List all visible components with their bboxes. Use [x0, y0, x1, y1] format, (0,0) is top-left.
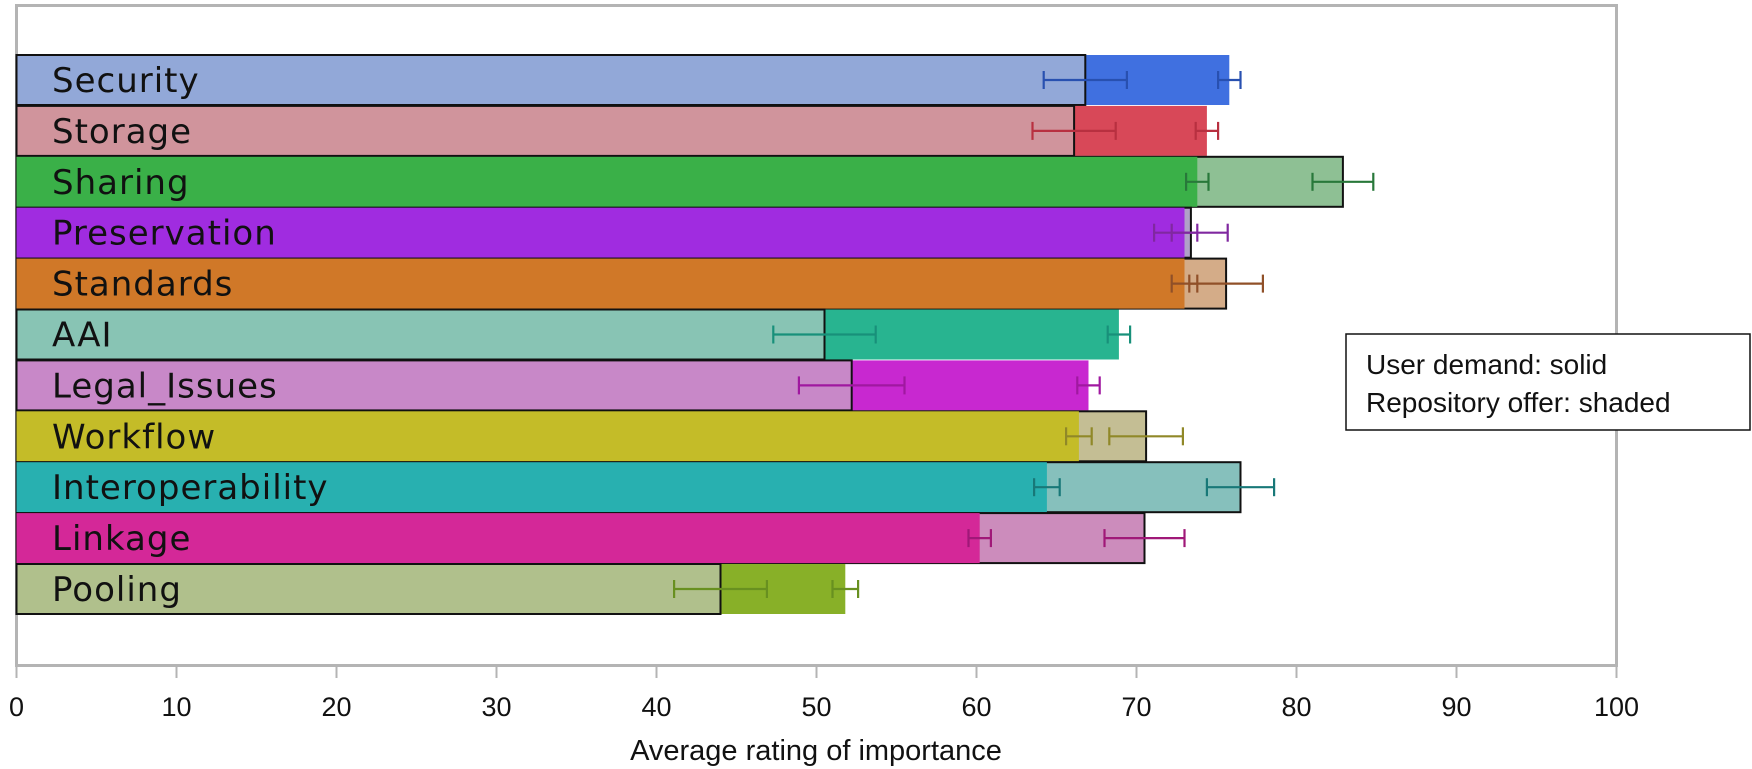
x-tick-label: 40 [641, 692, 671, 722]
error-bar-repository-offer-security [1042, 71, 1129, 89]
bar-user-demand-sharing [16, 156, 1198, 207]
x-axis-title: Average rating of importance [630, 735, 1002, 767]
error-bar-repository-offer-standards [1188, 274, 1265, 293]
bar-user-demand-interoperability [16, 462, 1047, 513]
error-bar-repository-offer-storage [1031, 121, 1117, 140]
x-tick-label: 0 [9, 692, 24, 722]
category-label-security: Security [52, 61, 200, 101]
error-bars-layer [672, 71, 1375, 598]
error-bar-repository-offer-linkage [1103, 529, 1186, 548]
bar-user-demand-standards [16, 258, 1185, 309]
x-tick-label: 20 [321, 692, 351, 722]
x-tick-label: 100 [1594, 692, 1639, 722]
category-label-standards: Standards [52, 265, 233, 305]
legend-line-shaded: Repository offer: shaded [1366, 387, 1671, 418]
x-axis: 0 10 20 30 40 50 60 70 80 90 100 [9, 664, 1639, 722]
category-label-legal-issues: Legal_Issues [52, 366, 278, 406]
x-tick-label: 10 [161, 692, 191, 722]
error-bar-repository-offer-aai [772, 325, 877, 344]
error-bar-repository-offer-legal-issues [797, 376, 906, 395]
category-label-storage: Storage [52, 112, 192, 152]
error-bar-repository-offer-preservation [1152, 223, 1229, 242]
bar-repository-offer-aai [15, 308, 826, 361]
category-label-workflow: Workflow [52, 417, 216, 457]
error-bar-user-demand-linkage [967, 529, 993, 548]
bar-user-demand-workflow [16, 411, 1079, 462]
category-label-aai: AAI [52, 316, 113, 356]
x-tick-label: 60 [961, 692, 991, 722]
bar-repository-offer-storage [15, 104, 1076, 157]
error-bar-user-demand-workflow [1064, 427, 1093, 446]
error-bar-user-demand-storage [1194, 121, 1220, 140]
legend-line-solid: User demand: solid [1366, 349, 1607, 380]
error-bar-repository-offer-sharing [1311, 172, 1375, 191]
x-tick-label: 80 [1281, 692, 1311, 722]
x-tick-label: 50 [801, 692, 831, 722]
error-bar-user-demand-security [1216, 71, 1242, 89]
legend-box [1345, 333, 1751, 431]
category-label-interoperability: Interoperability [52, 468, 329, 508]
legend: User demand: solid Repository offer: sha… [1345, 333, 1751, 431]
error-bar-user-demand-sharing [1184, 172, 1210, 191]
error-bar-repository-offer-workflow [1108, 427, 1185, 446]
category-label-sharing: Sharing [52, 163, 190, 203]
category-label-pooling: Pooling [52, 570, 182, 610]
error-bar-repository-offer-interoperability [1205, 478, 1276, 497]
error-bar-user-demand-legal-issues [1076, 376, 1101, 395]
x-tick-label: 30 [481, 692, 511, 722]
error-bar-user-demand-aai [1106, 325, 1132, 344]
x-tick-label: 90 [1441, 692, 1471, 722]
x-tick-label: 70 [1121, 692, 1151, 722]
error-bar-user-demand-pooling [831, 580, 860, 598]
bar-repository-offer-pooling [15, 563, 722, 615]
category-labels-layer: Security Storage Sharing Preservation Standa… [52, 61, 329, 610]
bar-user-demand-linkage [16, 513, 980, 564]
error-bar-repository-offer-pooling [672, 580, 769, 598]
category-label-preservation: Preservation [52, 214, 277, 254]
bar-repository-offer-security [15, 54, 1087, 106]
bar-user-demand-preservation [16, 207, 1185, 258]
bars-layer [15, 54, 1344, 615]
category-label-linkage: Linkage [52, 519, 191, 559]
error-bar-user-demand-interoperability [1032, 478, 1061, 497]
